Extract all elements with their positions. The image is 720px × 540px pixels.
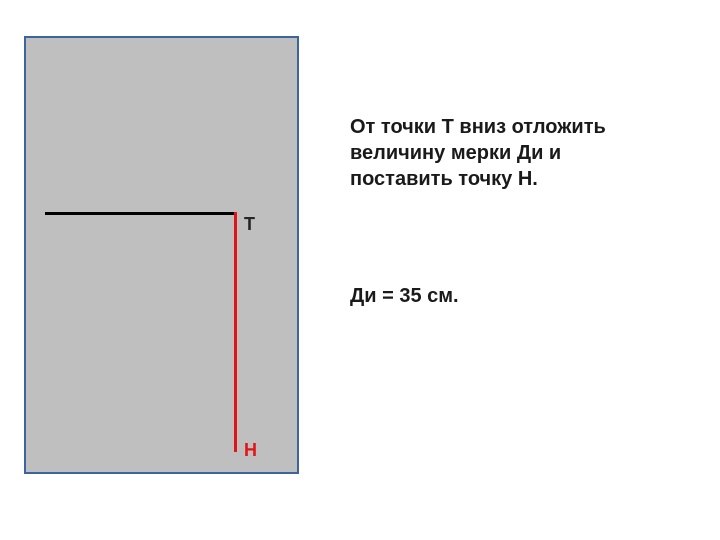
point-label-n: Н bbox=[244, 440, 257, 461]
instruction-line-2: величину мерки Ди и bbox=[350, 140, 606, 166]
horizontal-baseline bbox=[45, 212, 234, 215]
instruction-line-3: поставить точку Н. bbox=[350, 166, 606, 192]
point-label-t: Т bbox=[244, 214, 255, 235]
measurement-text: Ди = 35 см. bbox=[350, 285, 459, 308]
instruction-text: От точки Т вниз отложить величину мерки … bbox=[350, 114, 606, 192]
instruction-line-1: От точки Т вниз отложить bbox=[350, 114, 606, 140]
diagram-stage: Т Н От точки Т вниз отложить величину ме… bbox=[0, 0, 720, 540]
vertical-measurement-line bbox=[234, 212, 237, 452]
drawing-panel bbox=[24, 36, 299, 474]
